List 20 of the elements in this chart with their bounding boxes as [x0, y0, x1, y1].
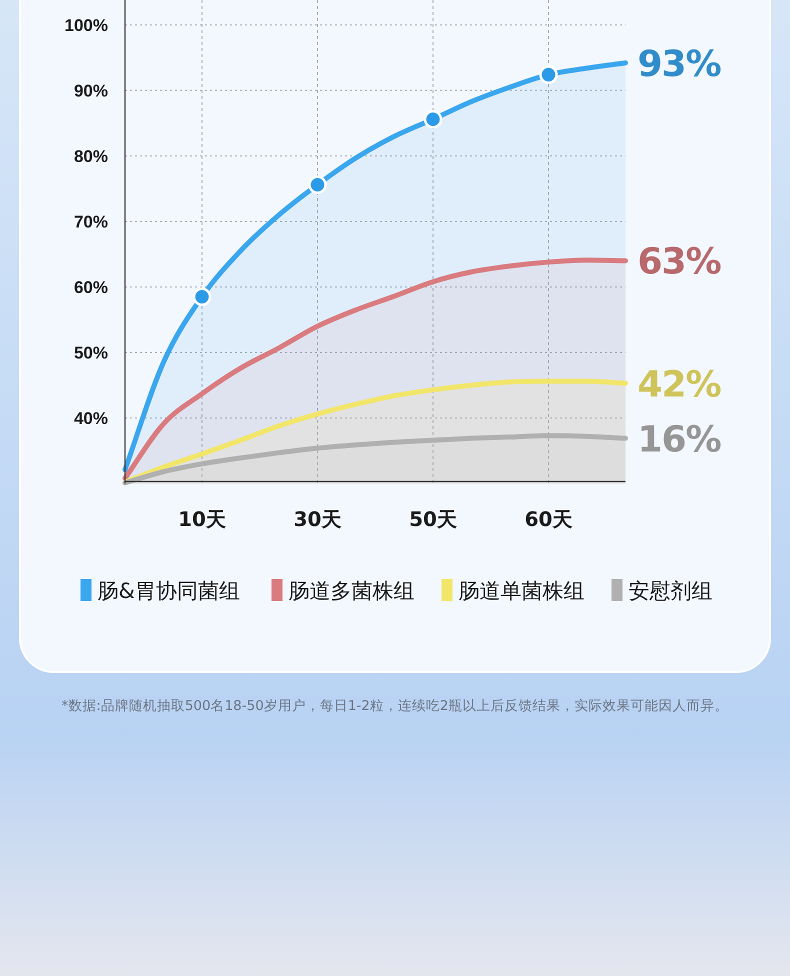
y-tick-label: 50% [74, 343, 108, 362]
text: *数据:品牌随机抽取500名18-50岁用户，每日1-2粒，连续吃2瓶以上后反馈结果，实际效果可能因人而异。 [62, 698, 728, 714]
y-tick-label: 70% [74, 212, 108, 232]
x-tick-label: 10天 [178, 507, 226, 531]
text: 16% [638, 419, 721, 460]
y-tick-label: 40% [74, 408, 108, 428]
y-tick-label: 100% [64, 16, 108, 35]
x-tick-label: 60天 [524, 507, 572, 531]
legend-label: 肠道多菌株组 [288, 579, 414, 603]
x-tick-label: 50天 [409, 507, 457, 531]
legend-label: 肠道单菌株组 [458, 579, 584, 603]
text: 63% [638, 242, 721, 283]
legend-label: 肠&胃协同菌组 [98, 579, 240, 603]
text: 93% [638, 44, 721, 85]
x-tick-label: 30天 [294, 507, 342, 531]
y-tick-label: 90% [74, 81, 108, 100]
y-tick-label: 60% [74, 278, 108, 297]
text: 42% [638, 364, 721, 406]
legend-label: 安慰剂组 [628, 579, 712, 603]
y-tick-label: 80% [74, 146, 108, 166]
